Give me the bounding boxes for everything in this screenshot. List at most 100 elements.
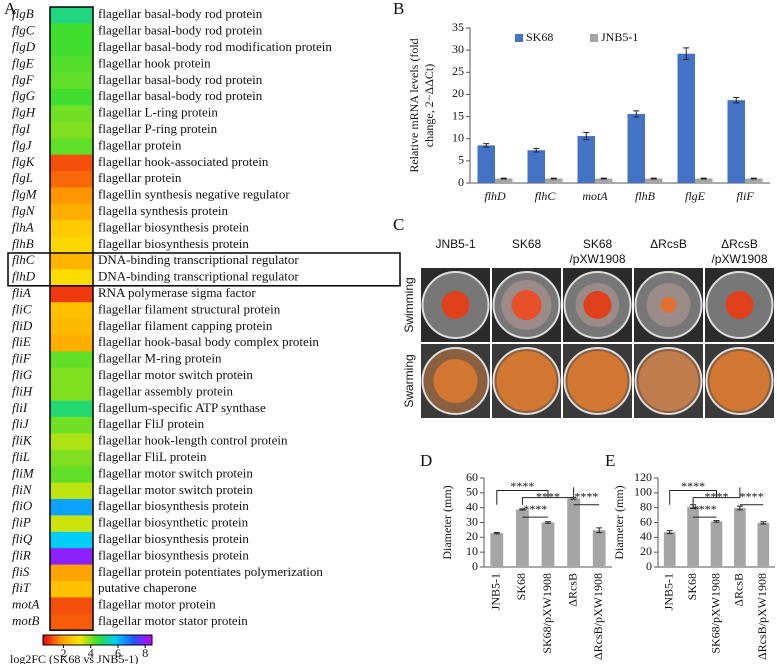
y-tick-label: 100 xyxy=(634,485,652,499)
heatmap-cell xyxy=(50,285,93,303)
y-axis-label: Diameter (mm) xyxy=(612,485,626,559)
bar xyxy=(695,178,713,183)
colony xyxy=(511,290,542,320)
column-label: SK68 xyxy=(583,237,613,251)
heatmap-cell xyxy=(50,105,93,123)
gene-description: flagellar M-ring protein xyxy=(98,351,222,366)
heatmap-cell xyxy=(50,581,93,598)
y-tick-label: 5 xyxy=(458,153,464,167)
heatmap-cell xyxy=(50,72,93,90)
gene-description: flagellar FliJ protein xyxy=(98,416,205,431)
bar xyxy=(677,53,695,183)
heatmap-cell xyxy=(50,531,93,549)
error-bar xyxy=(760,521,767,525)
bar xyxy=(645,178,663,183)
x-tick-label: motA xyxy=(582,189,608,203)
gene-label: fliC xyxy=(12,301,32,316)
gene-description: flagellar hook-associated protein xyxy=(98,154,269,169)
colorbar-tick-label: 2 xyxy=(60,646,66,660)
gene-description: flagellar L-ring protein xyxy=(98,105,218,120)
y-axis-label: Relative mRNA levels (fold xyxy=(407,38,421,172)
gene-label: flgB xyxy=(12,6,34,21)
gene-label: fliT xyxy=(12,580,31,595)
gene-label: fliF xyxy=(12,351,32,366)
panel-label: B xyxy=(393,0,404,18)
gene-description: flagellar assembly protein xyxy=(98,383,234,398)
heatmap-border xyxy=(49,6,94,631)
heatmap-cell xyxy=(50,39,93,57)
error-bar xyxy=(545,521,551,524)
error-bar xyxy=(633,110,640,118)
bar xyxy=(663,532,676,567)
legend-label: JNB5-1 xyxy=(601,30,638,44)
gene-description: flagellar protein potentiates polymeriza… xyxy=(98,564,323,579)
gene-description: flagellar biosynthesis protein xyxy=(98,547,249,562)
error-bar xyxy=(736,505,743,511)
significance-label: **** xyxy=(510,479,534,493)
y-tick-label: 60 xyxy=(466,470,478,484)
colony xyxy=(709,351,770,411)
gene-description: flagellar basal-body rod protein xyxy=(98,72,263,87)
gene-label: fliP xyxy=(12,515,31,530)
gene-description: flagellar motor stator protein xyxy=(98,613,248,628)
heatmap-cell xyxy=(50,203,93,221)
gene-label: flgL xyxy=(12,170,33,185)
gene-description: flagellar hook-basal body complex protei… xyxy=(98,334,319,349)
gene-description: putative chaperone xyxy=(98,580,197,595)
x-tick-label: SK68 xyxy=(514,573,528,600)
gene-label: flhA xyxy=(12,219,34,234)
gene-label: fliQ xyxy=(12,531,33,546)
x-tick-label: fliF xyxy=(736,189,754,203)
gene-description: flagellar motor switch protein xyxy=(98,465,253,480)
gene-label: flgF xyxy=(12,72,35,87)
bar xyxy=(627,113,645,183)
heatmap-cell xyxy=(50,171,93,188)
gene-label: fliE xyxy=(12,334,31,349)
panel-label: E xyxy=(605,451,615,470)
significance-label: **** xyxy=(693,502,717,516)
error-bar xyxy=(483,143,490,148)
gene-description: flagellar biosynthesis protein xyxy=(98,236,249,251)
gene-description: flagellar hook-length control protein xyxy=(98,433,288,448)
gene-description: flagellar filament capping protein xyxy=(98,318,273,333)
gene-description: flagellar biosynthetic protein xyxy=(98,515,249,530)
gene-label: fliS xyxy=(12,564,30,579)
heatmap-cell xyxy=(50,367,93,385)
bar xyxy=(541,522,555,567)
gene-label: flgN xyxy=(12,203,36,218)
error-bar xyxy=(750,177,757,180)
error-bar xyxy=(713,520,720,523)
column-label: /pXW1908 xyxy=(569,252,625,266)
gene-description: flagellar FliL protein xyxy=(98,449,207,464)
heatmap-cell xyxy=(50,335,93,352)
heatmap-cell xyxy=(50,187,93,205)
gene-description: flagellar protein xyxy=(98,137,182,152)
x-tick-label: flhC xyxy=(535,189,557,203)
column-label: SK68 xyxy=(512,237,542,251)
x-tick-label: SK68/pXW1908 xyxy=(540,573,554,654)
gene-description: flagellar basal-body rod protein xyxy=(98,6,263,21)
gene-description: flagellar filament structural protein xyxy=(98,301,281,316)
heatmap-cell xyxy=(50,400,93,418)
highlight-box xyxy=(7,252,401,287)
heatmap-cell xyxy=(50,564,93,582)
heatmap-cell xyxy=(50,253,93,270)
gene-description: flagellar motor switch protein xyxy=(98,482,253,497)
gene-label: fliR xyxy=(12,547,31,562)
heatmap-cell xyxy=(50,384,93,401)
gene-label: flhC xyxy=(12,252,35,267)
gene-label: flhB xyxy=(12,236,34,251)
significance-label: **** xyxy=(681,479,705,493)
x-tick-label: JNB5-1 xyxy=(661,573,675,610)
bar xyxy=(516,509,529,567)
heatmap-cell xyxy=(50,302,93,319)
error-bar xyxy=(596,527,603,534)
bar xyxy=(477,145,495,183)
gene-label: flgD xyxy=(12,39,36,54)
y-tick-label: 30 xyxy=(466,514,478,528)
bar xyxy=(592,530,606,567)
heatmap-cell xyxy=(50,417,93,434)
bar xyxy=(727,100,745,183)
y-tick-label: 40 xyxy=(466,499,478,513)
gene-label: flgH xyxy=(12,105,36,120)
